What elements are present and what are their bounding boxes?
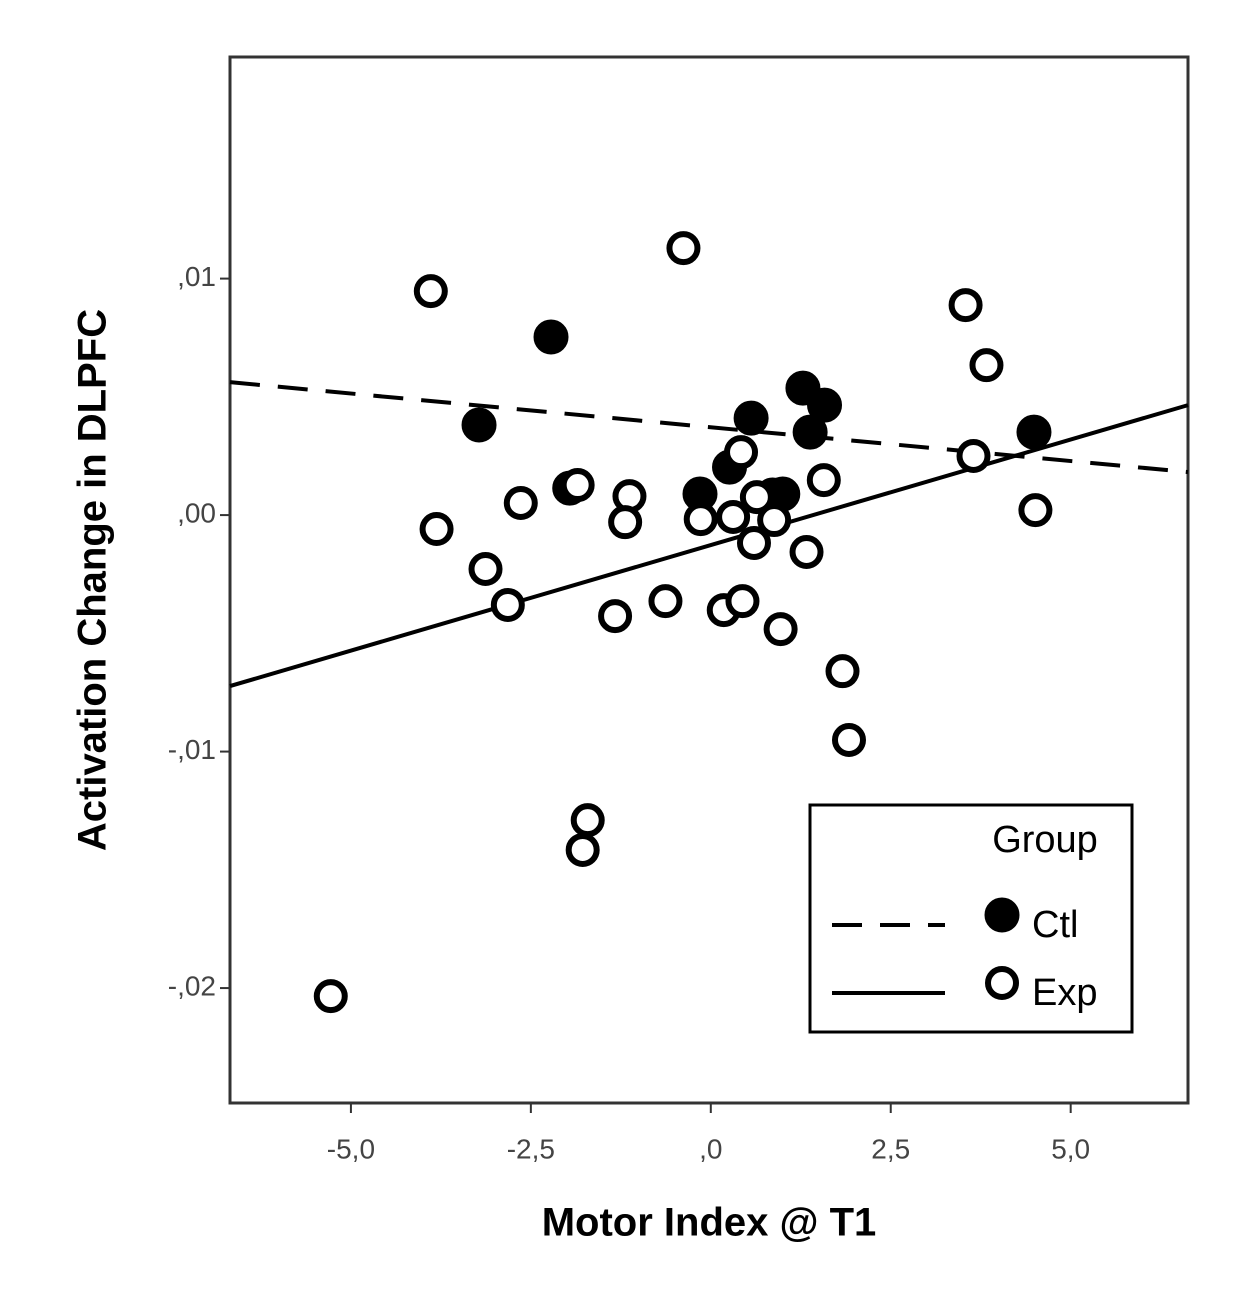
- x-tick-label: 2,5: [871, 1133, 910, 1164]
- x-axis-label: Motor Index @ T1: [542, 1201, 877, 1245]
- point: [733, 400, 769, 436]
- point: [313, 979, 348, 1014]
- legend-marker: [984, 897, 1020, 933]
- point: [792, 414, 828, 450]
- point: [736, 525, 771, 560]
- point: [468, 552, 503, 587]
- point: [724, 435, 759, 470]
- point: [560, 468, 595, 503]
- fit-line: [229, 380, 1189, 475]
- legend-title: Group: [992, 819, 1098, 861]
- point: [948, 288, 983, 323]
- point: [683, 502, 718, 537]
- y-tick-label: ,00: [177, 497, 216, 528]
- plot-frame: [228, 55, 1190, 1105]
- point: [1018, 493, 1053, 528]
- point: [956, 438, 991, 473]
- point: [648, 584, 683, 619]
- point: [716, 499, 751, 534]
- point: [565, 832, 600, 867]
- fit-line: [229, 403, 1189, 688]
- y-axis-label: Activation Change in DLPFC: [71, 309, 115, 851]
- point: [490, 587, 525, 622]
- x-tick-label: 5,0: [1051, 1133, 1090, 1164]
- x-tick-label: -2,5: [507, 1133, 555, 1164]
- point: [725, 584, 760, 619]
- point: [503, 486, 538, 521]
- point: [533, 319, 569, 355]
- point: [825, 654, 860, 689]
- point: [969, 348, 1004, 383]
- point: [598, 599, 633, 634]
- point: [461, 407, 497, 443]
- point: [807, 387, 843, 423]
- point: [763, 612, 798, 647]
- x-tick-label: ,0: [699, 1133, 722, 1164]
- point: [413, 274, 448, 309]
- point: [789, 534, 824, 569]
- y-tick-label: -,02: [168, 970, 216, 1001]
- point: [831, 722, 866, 757]
- y-tick-label: ,01: [177, 261, 216, 292]
- point: [419, 512, 454, 547]
- point: [666, 231, 701, 266]
- point: [1016, 414, 1052, 450]
- legend-label: Exp: [1032, 972, 1097, 1014]
- point: [739, 480, 774, 515]
- y-tick-label: -,01: [168, 734, 216, 765]
- point: [608, 505, 643, 540]
- point: [757, 503, 792, 538]
- legend-label: Ctl: [1032, 904, 1078, 946]
- point: [806, 463, 841, 498]
- point: [570, 803, 605, 838]
- legend-marker: [985, 966, 1019, 1000]
- x-tick-label: -5,0: [327, 1133, 375, 1164]
